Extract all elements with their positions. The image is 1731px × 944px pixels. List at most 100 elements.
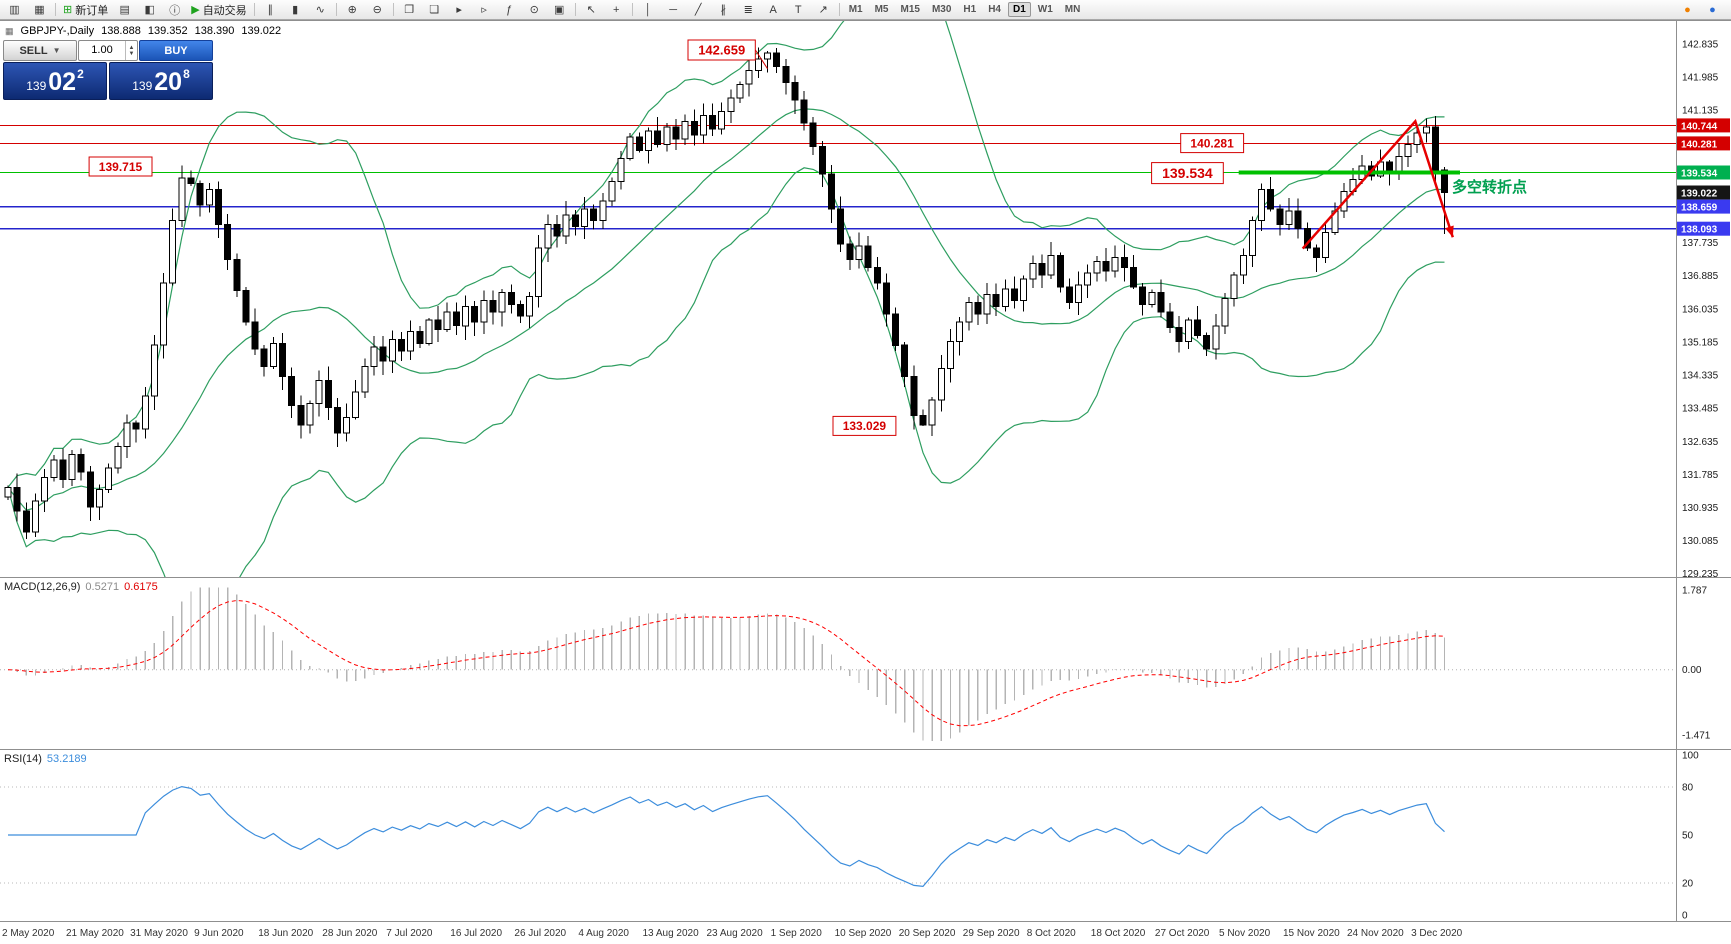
candle xyxy=(1431,126,1439,171)
bid-point: 2 xyxy=(77,67,84,81)
volume-up-icon[interactable]: ▲ xyxy=(128,44,135,51)
price-annotation-box[interactable] xyxy=(832,415,897,436)
profiles-icon[interactable]: ▦ xyxy=(28,0,51,19)
candle xyxy=(260,348,268,368)
price-annotation-box[interactable] xyxy=(1151,162,1224,185)
timeframe-h4[interactable]: H4 xyxy=(988,4,1001,15)
new-order-button[interactable]: ⊞ 新订单 xyxy=(60,0,111,19)
zoom-in-icon: ⊕ xyxy=(347,4,357,16)
trendline-icon[interactable]: ╱ xyxy=(687,0,710,19)
date-label: 23 Aug 2020 xyxy=(707,928,764,939)
volume-stepper[interactable]: 1.00 ▲ ▼ xyxy=(78,40,138,61)
channel-icon[interactable]: ∦ xyxy=(712,0,735,19)
text-icon[interactable]: A xyxy=(762,0,785,19)
candle xyxy=(434,319,442,331)
indicators-icon[interactable]: ƒ xyxy=(498,0,521,19)
bars-chart-icon[interactable]: ∥ xyxy=(259,0,282,19)
turning-point-note[interactable]: 多空转折点 xyxy=(1452,178,1527,196)
price-annotation-box[interactable] xyxy=(88,156,153,177)
hline-icon: ─ xyxy=(669,3,678,16)
candle xyxy=(77,453,85,473)
terminal-icon[interactable]: ⓘ xyxy=(163,0,186,19)
price-annotation-text: 133.029 xyxy=(843,419,887,433)
navigator-icon[interactable]: ◧ xyxy=(138,0,161,19)
zoom-in-icon[interactable]: ⊕ xyxy=(341,0,364,19)
timeframe-w1[interactable]: W1 xyxy=(1037,4,1053,15)
new-chart-icon[interactable]: ▥ xyxy=(3,0,26,19)
candle xyxy=(544,224,552,249)
candle xyxy=(928,399,936,426)
date-label: 2 May 2020 xyxy=(2,928,55,939)
fibonacci-icon[interactable]: ≣ xyxy=(737,0,760,19)
candle xyxy=(471,305,479,323)
line-chart-icon[interactable]: ∿ xyxy=(309,0,332,19)
vline-icon[interactable]: │ xyxy=(637,0,660,19)
bid-pips: 02 xyxy=(48,68,77,96)
cursor-icon[interactable]: ↖ xyxy=(580,0,603,19)
sell-dropdown-icon[interactable]: ▼ xyxy=(52,46,61,55)
bid-quote[interactable]: 139 02 2 xyxy=(3,62,107,100)
crosshair-icon[interactable]: + xyxy=(605,0,628,19)
price-axis-tag-text: 138.093 xyxy=(1681,225,1718,236)
toolbar-separator xyxy=(335,3,337,16)
auto-trading-button[interactable]: ▶ 自动交易 xyxy=(188,0,249,19)
buy-button[interactable]: BUY xyxy=(139,40,213,61)
candle xyxy=(782,66,790,83)
auto-scroll-icon[interactable]: ▸ xyxy=(448,0,471,19)
fibonacci-icon: ≣ xyxy=(743,4,753,16)
price-annotation-box[interactable] xyxy=(1180,133,1245,154)
zoom-out-icon[interactable]: ⊖ xyxy=(366,0,389,19)
candle xyxy=(1203,335,1211,350)
sell-button[interactable]: SELL ▼ xyxy=(3,40,77,61)
ask-quote[interactable]: 139 20 8 xyxy=(109,62,213,100)
chart-shift-icon[interactable]: ▹ xyxy=(473,0,496,19)
templates-icon[interactable]: ▣ xyxy=(548,0,571,19)
bars-chart-icon: ∥ xyxy=(267,4,273,16)
cascade-windows-icon[interactable]: ❏ xyxy=(423,0,446,19)
candle xyxy=(1148,292,1156,305)
timeframe-h1[interactable]: H1 xyxy=(963,4,977,15)
arrows-icon[interactable]: ↗ xyxy=(812,0,835,19)
candle xyxy=(571,214,579,228)
date-label: 16 Jul 2020 xyxy=(450,928,502,939)
line-chart-icon: ∿ xyxy=(315,4,325,16)
date-axis[interactable]: 2 May 2020 21 May 2020 31 May 2020 9 Jun 20… xyxy=(2,928,1463,939)
navigator-icon: ◧ xyxy=(144,4,155,16)
price-axis-tag-text: 138.659 xyxy=(1681,203,1718,214)
symbol-name: GBPJPY-,Daily xyxy=(20,25,95,37)
candle xyxy=(279,342,286,377)
hline-icon[interactable]: ─ xyxy=(662,0,685,19)
volume-arrows[interactable]: ▲ ▼ xyxy=(125,41,137,60)
market-watch-icon[interactable]: ▤ xyxy=(113,0,136,19)
candle xyxy=(1129,266,1137,288)
candle xyxy=(1221,298,1229,327)
rsi-axis-label: 50 xyxy=(1682,831,1694,842)
trendline-icon: ╱ xyxy=(694,4,702,16)
candle xyxy=(672,126,680,140)
auto-scroll-icon: ▸ xyxy=(456,4,462,16)
volume-value[interactable]: 1.00 xyxy=(91,44,113,56)
auto-trading-button: ▶ xyxy=(191,4,200,16)
periods-icon[interactable]: ⊙ xyxy=(523,0,546,19)
timeframe-mn[interactable]: MN xyxy=(1064,4,1081,15)
candle xyxy=(1212,325,1220,350)
candles-chart-icon[interactable]: ▮ xyxy=(284,0,307,19)
price-annotation-text: 140.281 xyxy=(1190,136,1234,150)
volume-down-icon[interactable]: ▼ xyxy=(128,50,135,57)
label-icon[interactable]: T xyxy=(787,0,810,19)
community-icon[interactable]: ● xyxy=(1701,0,1724,19)
timeframe-m1[interactable]: M1 xyxy=(848,4,863,15)
alerts-icon[interactable]: ● xyxy=(1676,0,1699,19)
timeframe-m30[interactable]: M30 xyxy=(931,4,952,15)
new-order-button: ⊞ xyxy=(63,4,73,16)
timeframe-d1[interactable]: D1 xyxy=(1008,2,1031,17)
candle xyxy=(590,208,598,222)
candle xyxy=(663,126,671,146)
timeframe-m5[interactable]: M5 xyxy=(874,4,889,15)
trend-arrow[interactable] xyxy=(1301,118,1454,250)
tile-windows-icon[interactable]: ❐ xyxy=(398,0,421,19)
price-axis-label: 137.735 xyxy=(1682,238,1719,249)
price-annotation-box[interactable] xyxy=(687,39,756,61)
timeframe-m15[interactable]: M15 xyxy=(900,4,920,15)
